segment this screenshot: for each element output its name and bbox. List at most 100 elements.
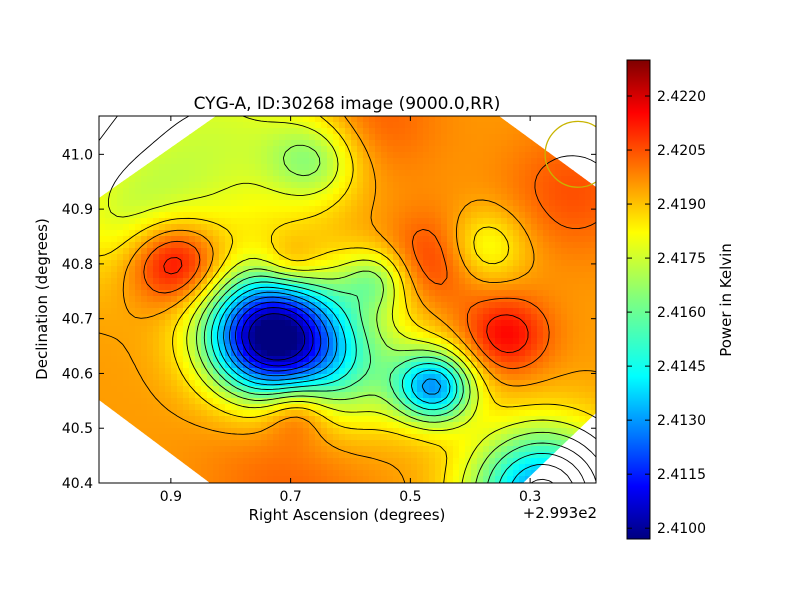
heatmap-cell: [261, 374, 268, 381]
heatmap-cell: [333, 464, 340, 471]
heatmap-cell: [393, 344, 400, 351]
heatmap-cell: [303, 290, 310, 297]
heatmap-cell: [129, 194, 136, 201]
heatmap-cell: [171, 398, 178, 405]
heatmap-cell: [279, 350, 286, 357]
heatmap-cell: [261, 344, 268, 351]
heatmap-cell: [447, 428, 454, 435]
heatmap-cell: [531, 224, 538, 231]
heatmap-cell: [447, 116, 454, 123]
heatmap-cell: [339, 290, 346, 297]
heatmap-cell: [555, 398, 562, 405]
heatmap-cell: [471, 146, 478, 153]
heatmap-cell: [291, 464, 298, 471]
heatmap-cell: [225, 470, 232, 477]
heatmap-cell: [339, 344, 346, 351]
heatmap-cell: [435, 410, 442, 417]
heatmap-cell: [393, 338, 400, 345]
heatmap-cell: [153, 422, 160, 429]
heatmap-cell: [441, 200, 448, 207]
heatmap-cell: [129, 236, 136, 243]
heatmap-cell: [129, 380, 136, 387]
heatmap-cell: [483, 140, 490, 147]
heatmap-cell: [297, 350, 304, 357]
heatmap-cell: [501, 284, 508, 291]
heatmap-cell: [429, 188, 436, 195]
heatmap-cell: [561, 308, 568, 315]
heatmap-cell: [243, 326, 250, 333]
heatmap-cell: [435, 266, 442, 273]
heatmap-cell: [189, 392, 196, 399]
heatmap-cell: [423, 158, 430, 165]
heatmap-cell: [135, 326, 142, 333]
heatmap-cell: [537, 218, 544, 225]
heatmap-cell: [525, 194, 532, 201]
heatmap-cell: [369, 416, 376, 423]
heatmap-cell: [189, 218, 196, 225]
heatmap-cell: [285, 134, 292, 141]
heatmap-cell: [303, 134, 310, 141]
heatmap-cell: [129, 278, 136, 285]
heatmap-cell: [297, 470, 304, 477]
heatmap-cell: [417, 224, 424, 231]
heatmap-cell: [519, 242, 526, 249]
heatmap-cell: [189, 200, 196, 207]
heatmap-cell: [423, 296, 430, 303]
heatmap-cell: [489, 284, 496, 291]
heatmap-cell: [363, 338, 370, 345]
heatmap-cell: [411, 344, 418, 351]
heatmap-cell: [225, 452, 232, 459]
heatmap-cell: [297, 152, 304, 159]
heatmap-cell: [531, 350, 538, 357]
heatmap-cell: [249, 164, 256, 171]
heatmap-cell: [165, 422, 172, 429]
heatmap-cell: [555, 236, 562, 243]
heatmap-cell: [147, 326, 154, 333]
heatmap-cell: [219, 212, 226, 219]
heatmap-cell: [129, 248, 136, 255]
heatmap-cell: [567, 218, 574, 225]
heatmap-cell: [405, 254, 412, 261]
heatmap-cell: [285, 122, 292, 129]
heatmap-cell: [537, 170, 544, 177]
heatmap-cell: [465, 284, 472, 291]
heatmap-cell: [447, 320, 454, 327]
heatmap-cell: [279, 116, 286, 123]
heatmap-cell: [543, 164, 550, 171]
heatmap-cell: [339, 278, 346, 285]
heatmap-cell: [501, 260, 508, 267]
heatmap-cell: [321, 362, 328, 369]
heatmap-cell: [417, 422, 424, 429]
heatmap-cell: [495, 296, 502, 303]
heatmap-cell: [327, 308, 334, 315]
heatmap-cell: [381, 470, 388, 477]
heatmap-cell: [327, 338, 334, 345]
heatmap-cell: [423, 374, 430, 381]
heatmap-cell: [333, 446, 340, 453]
heatmap-cell: [471, 392, 478, 399]
heatmap-cell: [183, 404, 190, 411]
heatmap-cell: [525, 212, 532, 219]
heatmap-cell: [273, 176, 280, 183]
heatmap-cell: [441, 170, 448, 177]
heatmap-cell: [165, 308, 172, 315]
heatmap-cell: [447, 278, 454, 285]
heatmap-cell: [351, 464, 358, 471]
heatmap-cell: [429, 158, 436, 165]
heatmap-cell: [267, 248, 274, 255]
heatmap-cell: [507, 428, 514, 435]
heatmap-cell: [441, 134, 448, 141]
heatmap-cell: [249, 230, 256, 237]
heatmap-cell: [291, 470, 298, 477]
heatmap-cell: [201, 248, 208, 255]
heatmap-cell: [513, 380, 520, 387]
heatmap-cell: [537, 338, 544, 345]
heatmap-cell: [147, 164, 154, 171]
heatmap-cell: [363, 206, 370, 213]
heatmap-cell: [483, 350, 490, 357]
heatmap-cell: [219, 344, 226, 351]
heatmap-cell: [321, 386, 328, 393]
heatmap-cell: [405, 392, 412, 399]
heatmap-cell: [375, 242, 382, 249]
heatmap-cell: [153, 242, 160, 249]
